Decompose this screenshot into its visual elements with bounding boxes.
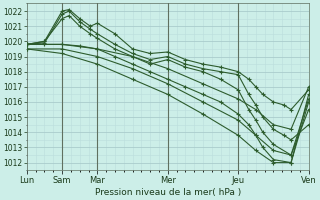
X-axis label: Pression niveau de la mer( hPa ): Pression niveau de la mer( hPa ) [95,188,241,197]
